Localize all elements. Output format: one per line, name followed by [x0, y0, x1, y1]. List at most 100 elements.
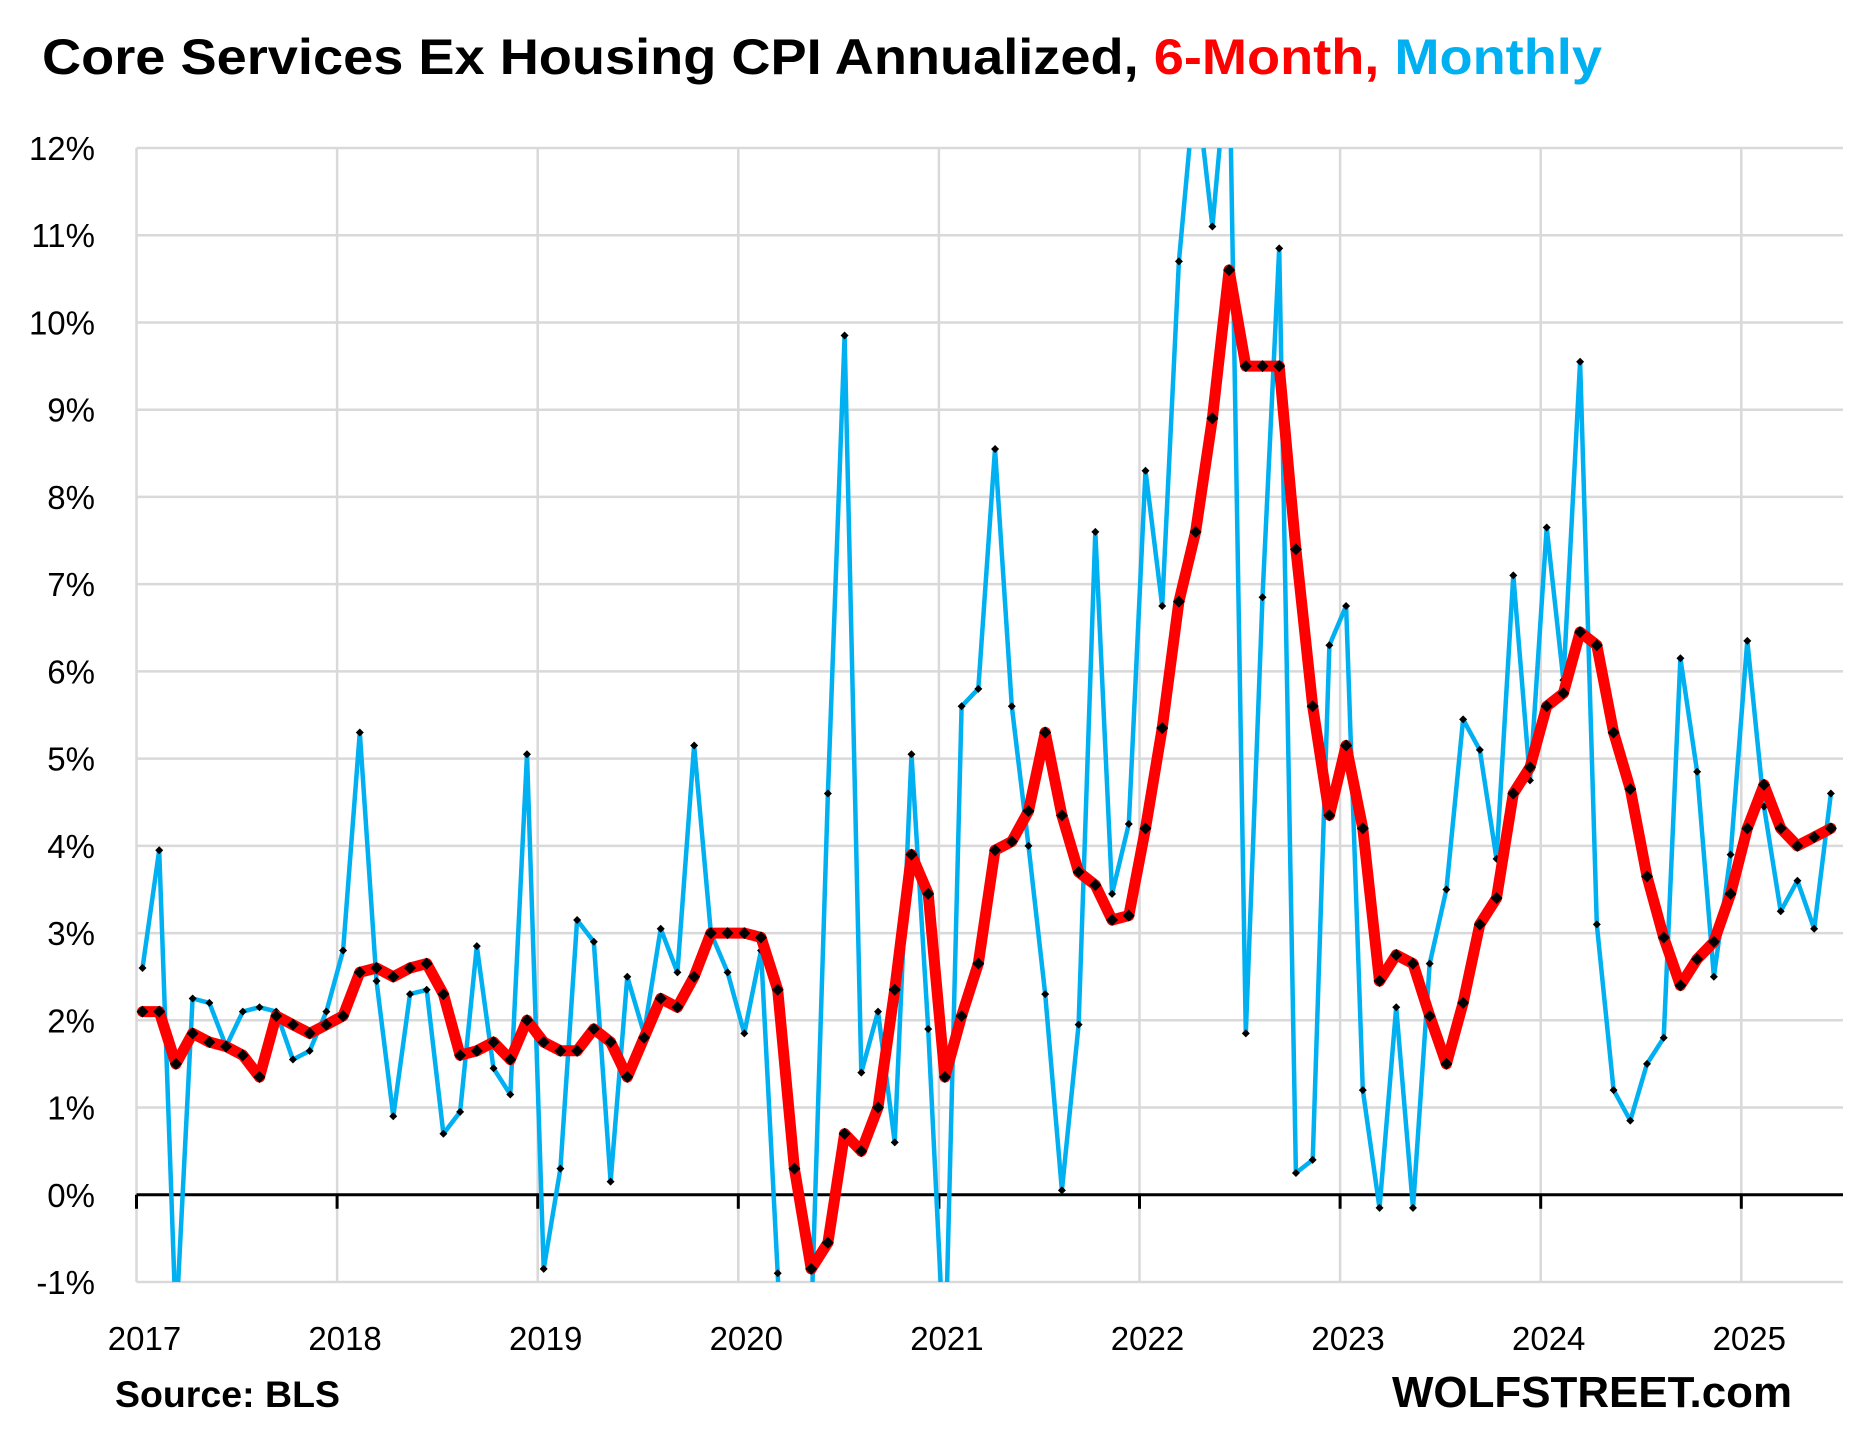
marker-monthly [1626, 1116, 1635, 1125]
marker-6-month [1239, 360, 1252, 373]
marker-monthly [1208, 222, 1217, 231]
segment-6-month [1206, 264, 1235, 424]
marker-monthly [1576, 357, 1585, 366]
segment-monthly [1059, 1024, 1081, 1191]
marker-monthly [305, 1046, 314, 1055]
marker-monthly [1358, 1086, 1367, 1095]
marker-6-month [621, 1071, 634, 1084]
marker-6-month [1423, 1009, 1436, 1022]
segment-monthly [1745, 640, 1767, 807]
segment-6-month [1190, 412, 1218, 538]
segment-monthly [591, 941, 613, 1182]
segment-monthly [1176, 147, 1192, 262]
y-tick-label: -1% [36, 1264, 95, 1301]
y-tick-label: 7% [47, 566, 95, 603]
marker-monthly [472, 942, 481, 951]
x-tick-label: 2018 [308, 1320, 381, 1357]
marker-6-month [704, 927, 717, 940]
segment-monthly [558, 919, 580, 1169]
segment-6-month [1440, 997, 1469, 1070]
marker-6-month [303, 1027, 316, 1040]
marker-6-month [1306, 700, 1319, 713]
marker-6-month [1540, 700, 1553, 713]
marker-monthly [773, 1269, 782, 1278]
marker-monthly [1726, 850, 1735, 859]
marker-6-month [1106, 913, 1119, 926]
segment-monthly [658, 927, 680, 974]
marker-monthly [1826, 789, 1835, 798]
marker-6-month [286, 1018, 299, 1031]
segment-6-month [671, 971, 700, 1013]
marker-6-month [738, 927, 751, 940]
title-main: Core Services Ex Housing CPI Annualized, [42, 29, 1154, 85]
segment-monthly [944, 706, 964, 1283]
y-tick-label: 6% [47, 653, 95, 690]
marker-monthly [573, 915, 582, 924]
marker-monthly [957, 702, 966, 711]
marker-monthly [439, 1129, 448, 1138]
marker-monthly [1325, 641, 1334, 650]
marker-monthly [1592, 920, 1601, 929]
marker-6-month [1707, 935, 1720, 948]
marker-monthly [1291, 1168, 1300, 1177]
segment-monthly [1494, 575, 1516, 860]
marker-monthly [1793, 876, 1802, 885]
marker-6-month [938, 1071, 951, 1084]
segment-6-month [1056, 809, 1085, 878]
segment-monthly [1143, 470, 1165, 607]
segment-monthly [357, 732, 379, 982]
x-tick-label: 2021 [910, 1320, 983, 1357]
marker-monthly [1659, 1033, 1668, 1042]
marker-monthly [389, 1112, 398, 1121]
marker-6-month [1055, 809, 1068, 822]
marker-6-month [169, 1057, 182, 1070]
segment-monthly [1310, 645, 1332, 1160]
marker-monthly [589, 937, 598, 946]
segment-monthly [1201, 147, 1215, 227]
marker-monthly [506, 1090, 515, 1099]
marker-6-month [1122, 909, 1135, 922]
source-label: Source: BLS [115, 1374, 340, 1415]
marker-6-month [1340, 739, 1353, 752]
marker-monthly [138, 963, 147, 972]
segment-monthly [1343, 605, 1366, 1091]
marker-6-month [1557, 687, 1570, 700]
marker-6-month [370, 961, 383, 974]
marker-monthly [1475, 745, 1484, 754]
marker-6-month [838, 1127, 851, 1140]
marker-monthly [1241, 1029, 1250, 1038]
marker-6-month [1022, 804, 1035, 817]
x-tick-label: 2022 [1111, 1320, 1184, 1357]
marker-monthly [890, 1138, 899, 1147]
title-6-month: 6-Month, [1154, 29, 1395, 85]
segment-monthly [1393, 1007, 1416, 1209]
segment-monthly [1427, 889, 1449, 965]
marker-monthly [1158, 601, 1167, 610]
marker-monthly [1408, 1203, 1417, 1212]
series-layer [136, 147, 1837, 1283]
segment-monthly [925, 1028, 943, 1283]
segment-6-month [337, 966, 366, 1022]
marker-monthly [1342, 601, 1351, 610]
marker-6-month [688, 970, 701, 983]
gridlines [135, 146, 1843, 1284]
segment-monthly [224, 1010, 245, 1048]
marker-6-month [905, 848, 918, 861]
segment-6-month [1591, 639, 1620, 738]
y-tick-label: 10% [29, 304, 95, 341]
marker-6-month [1473, 918, 1486, 931]
segment-6-month [153, 1006, 182, 1070]
segment-6-month [1658, 931, 1686, 991]
segment-6-month [1039, 726, 1068, 821]
segment-monthly [1243, 597, 1265, 1034]
segment-6-month [1156, 596, 1185, 734]
chart-title: Core Services Ex Housing CPI Annualized,… [42, 29, 1602, 85]
marker-6-month [671, 1001, 684, 1014]
segment-6-month [170, 1027, 199, 1070]
segment-6-month [1758, 779, 1787, 834]
segment-6-month [822, 1128, 851, 1249]
segment-6-month [638, 993, 667, 1044]
marker-6-month [1273, 360, 1286, 373]
segment-6-month [254, 1010, 282, 1083]
